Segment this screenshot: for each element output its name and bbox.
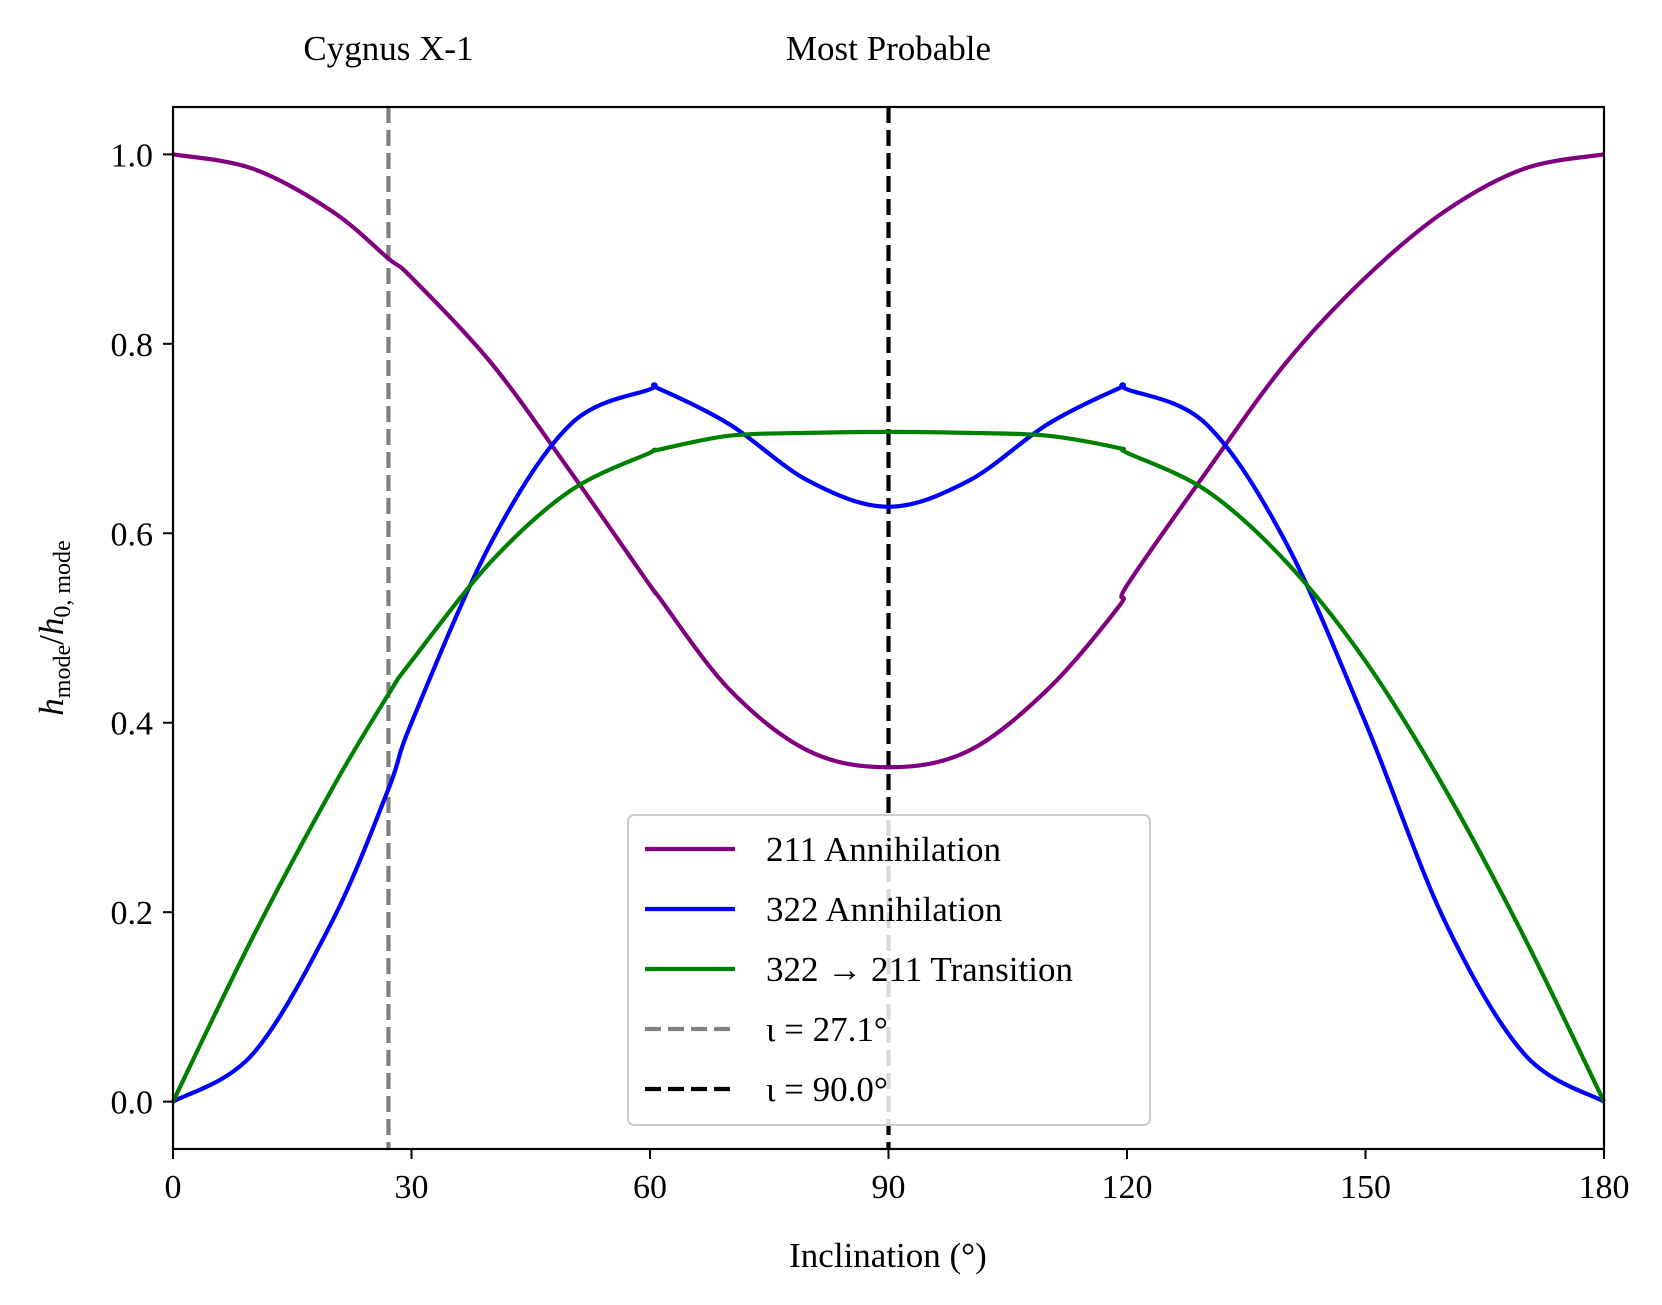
y-title-h-sub: mode bbox=[50, 645, 76, 698]
x-axis-ticks: 0 30 60 90 120 150 180 bbox=[165, 1149, 1630, 1206]
legend-label: ι = 90.0° bbox=[766, 1070, 888, 1109]
y-title-h0-sub: 0, mode bbox=[50, 540, 76, 617]
svg-text:hmode/h0, mode: hmode/h0, mode bbox=[32, 540, 76, 715]
y-axis-title: hmode/h0, mode bbox=[32, 540, 76, 715]
reference-line-labels: Cygnus X-1 Most Probable bbox=[303, 29, 991, 68]
reference-lines bbox=[386, 107, 891, 1149]
x-tick-label: 150 bbox=[1340, 1169, 1391, 1206]
x-tick-label: 90 bbox=[872, 1169, 906, 1206]
legend-box bbox=[627, 814, 1151, 1126]
y-tick-label: 1.0 bbox=[111, 137, 154, 174]
x-tick-label: 120 bbox=[1102, 1169, 1153, 1206]
y-tick-label: 0.0 bbox=[111, 1085, 154, 1122]
y-title-h0: h bbox=[32, 618, 71, 636]
series-line-1 bbox=[171, 382, 1606, 1104]
y-tick-label: 0.2 bbox=[111, 895, 154, 932]
y-title-h: h bbox=[32, 698, 71, 716]
x-tick-label: 30 bbox=[395, 1169, 429, 1206]
y-axis-ticks: 0.0 0.2 0.4 0.6 0.8 1.0 bbox=[111, 137, 173, 1122]
series-lines bbox=[171, 152, 1606, 1104]
series-line-0 bbox=[172, 152, 1605, 770]
x-tick-label: 0 bbox=[165, 1169, 182, 1206]
y-title-slash: / bbox=[32, 635, 71, 645]
legend-label: 211 Annihilation bbox=[766, 830, 1001, 869]
top-label-0: Cygnus X-1 bbox=[303, 29, 473, 68]
legend-entries: 211 Annihilation 322 Annihilation 322 → 21… bbox=[645, 830, 1073, 1109]
top-label-1: Most Probable bbox=[786, 29, 991, 68]
legend-label: 322 → 211 Transition bbox=[766, 950, 1073, 989]
legend: 211 Annihilation 322 Annihilation 322 → 21… bbox=[627, 814, 1151, 1126]
legend-label: ι = 27.1° bbox=[766, 1010, 888, 1049]
y-tick-label: 0.6 bbox=[111, 516, 154, 553]
series-line-2 bbox=[171, 429, 1606, 1103]
x-tick-label: 180 bbox=[1579, 1169, 1630, 1206]
x-axis-title: Inclination (°) bbox=[789, 1236, 987, 1275]
y-tick-label: 0.8 bbox=[111, 327, 154, 364]
x-tick-label: 60 bbox=[633, 1169, 667, 1206]
y-tick-label: 0.4 bbox=[111, 706, 154, 743]
legend-label: 322 Annihilation bbox=[766, 890, 1002, 929]
